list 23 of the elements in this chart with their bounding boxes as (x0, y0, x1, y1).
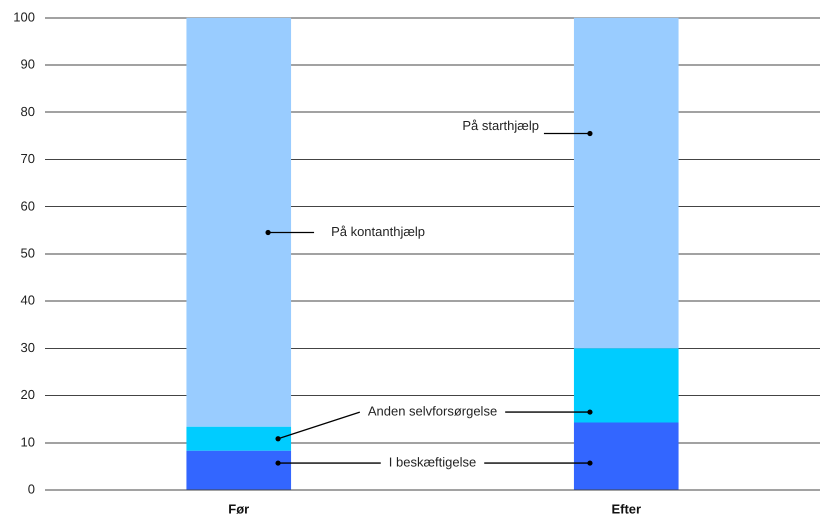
y-tick-label: 100 (13, 9, 35, 24)
bar (186, 450, 292, 490)
annotation: På starthjælp (462, 118, 539, 134)
y-tick-label: 10 (20, 434, 35, 450)
y-tick-label: 60 (20, 198, 35, 214)
x-tick-label: Før (228, 501, 250, 516)
y-tick-label: 50 (20, 245, 35, 260)
y-tick-label: 80 (20, 104, 35, 119)
y-tick-label: 70 (20, 151, 35, 166)
x-tick-label: Efter (611, 501, 642, 516)
y-tick-label: 90 (20, 56, 35, 72)
y-tick-label: 0 (28, 482, 35, 497)
bar (574, 422, 679, 490)
bar (574, 18, 679, 348)
annotation: På kontanthjælp (331, 224, 426, 240)
text: I beskæftigelse (388, 454, 476, 470)
y-tick-label: 40 (20, 292, 35, 308)
bar (574, 348, 679, 422)
y-tick-label: 20 (20, 387, 35, 402)
bar (186, 426, 292, 451)
text: Anden selvforsørgelse (368, 404, 498, 419)
y-tick-label: 30 (20, 340, 35, 355)
bar (186, 18, 292, 427)
